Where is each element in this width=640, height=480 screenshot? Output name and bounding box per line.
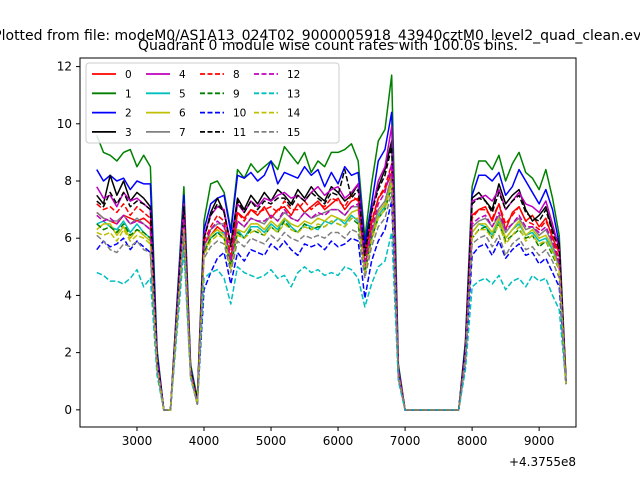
x-tick-label: 6000: [323, 434, 354, 448]
y-tick-label: 2: [64, 346, 72, 360]
legend-label-10: 10: [233, 108, 246, 120]
legend-label-14: 14: [287, 108, 301, 120]
x-tick-label: 7000: [390, 434, 421, 448]
legend-label-8: 8: [233, 69, 240, 81]
y-axis-ticks: 0 2 4 6 8 10 12: [57, 60, 80, 417]
series-line-10: [96, 200, 567, 411]
legend-label-1: 1: [125, 88, 132, 100]
y-tick-label: 10: [57, 117, 72, 131]
legend-label-5: 5: [179, 88, 186, 100]
legend-box: [85, 62, 340, 144]
plot-area-frame: [79, 57, 577, 428]
series-line-15: [96, 191, 567, 411]
figure-suptitle: Plotted from file: modeM0/AS1A13_024T02_…: [0, 28, 640, 44]
legend-label-11: 11: [233, 127, 246, 139]
legend-label-13: 13: [287, 88, 300, 100]
x-axis-ticks: 3000 4000 5000 6000 7000 8000 9000: [122, 427, 555, 448]
x-tick-label: 3000: [122, 434, 153, 448]
x-tick-label: 5000: [256, 434, 287, 448]
x-tick-label: 9000: [524, 434, 555, 448]
legend-label-2: 2: [125, 108, 132, 120]
y-tick-label: 8: [64, 174, 72, 188]
y-tick-label: 6: [64, 231, 72, 245]
legend-label-15: 15: [287, 127, 300, 139]
x-tick-label: 8000: [457, 434, 488, 448]
legend-label-12: 12: [287, 69, 300, 81]
legend-label-3: 3: [125, 127, 132, 139]
series-line-14: [96, 183, 567, 411]
legend-label-4: 4: [179, 69, 186, 81]
chart-title: Quadrant 0 module wise count rates with …: [138, 38, 518, 54]
legend-label-7: 7: [179, 127, 186, 139]
x-axis-offset-label: +4.3755e8: [509, 455, 576, 469]
x-tick-label: 4000: [189, 434, 220, 448]
legend-label-6: 6: [179, 108, 186, 120]
series-layer: [96, 74, 567, 411]
y-tick-label: 0: [64, 403, 72, 417]
legend-label-0: 0: [125, 69, 132, 81]
y-tick-label: 12: [57, 60, 72, 74]
y-tick-label: 4: [64, 288, 72, 302]
legend-label-9: 9: [233, 88, 240, 100]
